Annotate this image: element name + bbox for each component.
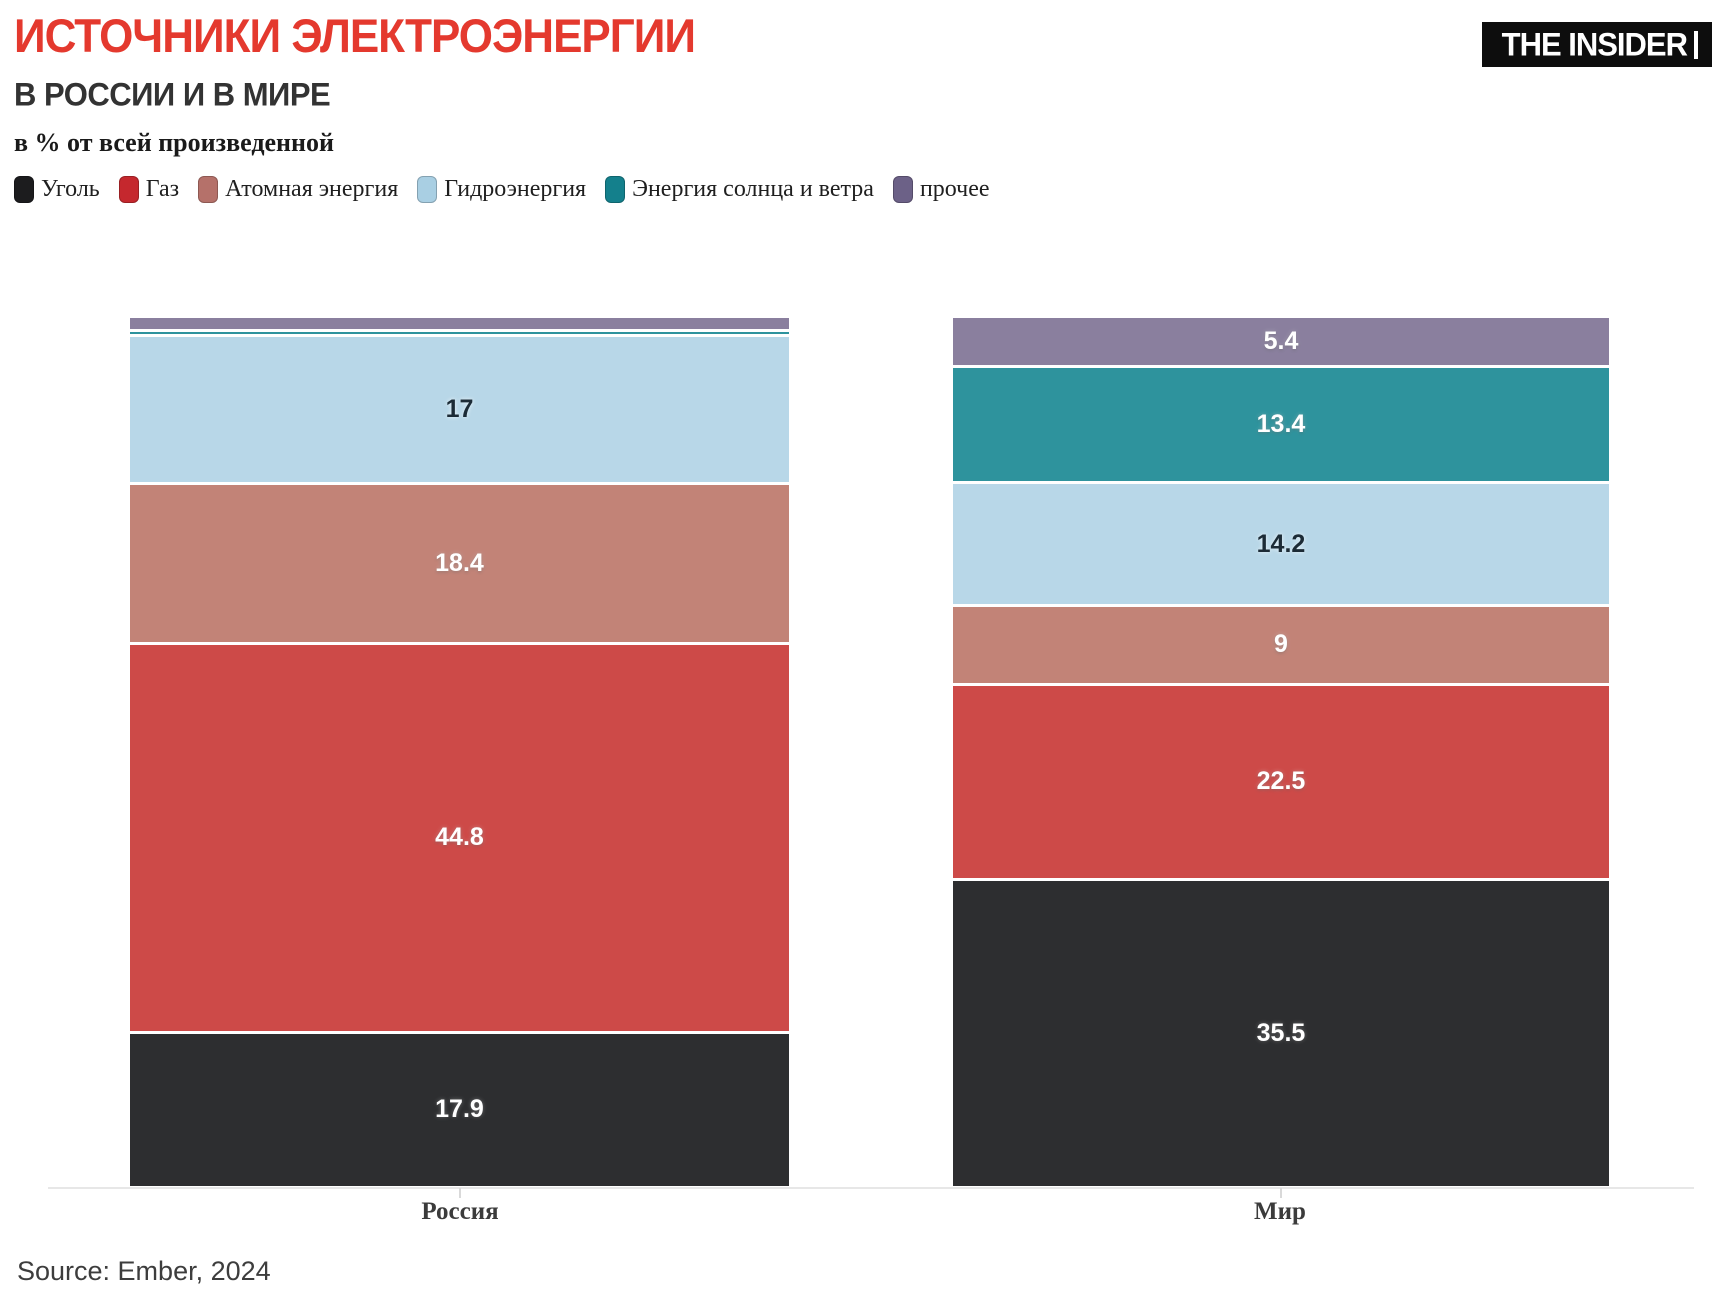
- solar-wind-legend-swatch-icon: [605, 176, 626, 203]
- bar-world: 5.4 13.4 14.2 9 22.5 35.5: [953, 318, 1609, 1186]
- legend-label: Уголь: [41, 176, 100, 202]
- segment-coal-world: 35.5: [953, 877, 1609, 1186]
- legend-item-coal: Уголь: [14, 176, 100, 203]
- value-label: 14.2: [1256, 529, 1306, 558]
- segment-hydro-world: 14.2: [953, 481, 1609, 605]
- bar-russia: 17 18.4 44.8 17.9: [130, 318, 789, 1186]
- page-subtitle: В РОССИИ И В МИРЕ: [14, 76, 331, 113]
- segment-nuclear-world: 9: [953, 604, 1609, 683]
- source-note: Source: Ember, 2024: [17, 1256, 271, 1286]
- category-label-russia: Россия: [421, 1198, 499, 1225]
- value-label: 22.5: [1256, 767, 1306, 796]
- coal-legend-swatch-icon: [14, 176, 34, 203]
- legend-item-solar-wind: Энергия солнца и ветра: [605, 176, 874, 203]
- value-label: 9: [1274, 630, 1288, 659]
- legend-label: Атомная энергия: [225, 176, 399, 202]
- other-legend-swatch-icon: [892, 176, 913, 203]
- legend: Уголь Газ Атомная энергия Гидроэнергия Энерг…: [14, 176, 990, 203]
- units-note: в % от всей произведенной: [14, 128, 334, 157]
- value-label: 13.4: [1256, 410, 1306, 438]
- segment-other-russia: [130, 318, 789, 330]
- legend-item-nuclear: Атомная энергия: [198, 176, 398, 203]
- page-title: ИСТОЧНИКИ ЭЛЕКТРОЭНЕРГИИ: [14, 10, 696, 63]
- x-axis-tick-russia: [459, 1188, 461, 1198]
- legend-item-hydro: Гидроэнергия: [417, 176, 586, 203]
- legend-label: Газ: [145, 176, 180, 202]
- segment-nuclear-russia: 18.4: [130, 482, 789, 642]
- segment-gas-world: 22.5: [953, 682, 1609, 878]
- nuclear-legend-swatch-icon: [198, 176, 219, 203]
- x-axis-line: [48, 1187, 1694, 1189]
- value-label: 17: [445, 395, 474, 424]
- value-label: 17.9: [435, 1095, 484, 1124]
- segment-solar-wind-russia: [130, 329, 789, 335]
- legend-item-other: прочее: [892, 176, 990, 203]
- legend-item-gas: Газ: [118, 176, 180, 203]
- value-label: 18.4: [435, 548, 484, 577]
- gas-legend-swatch-icon: [118, 176, 139, 203]
- x-axis-tick-world: [1280, 1188, 1282, 1198]
- segment-coal-russia: 17.9: [130, 1030, 789, 1186]
- segment-gas-russia: 44.8: [130, 641, 789, 1031]
- value-label: 35.5: [1256, 1018, 1306, 1047]
- hydro-legend-swatch-icon: [417, 176, 438, 203]
- legend-label: Гидроэнергия: [444, 176, 587, 202]
- segment-solar-wind-world: 13.4: [953, 364, 1609, 482]
- the-insider-logo: THE INSIDER: [1481, 22, 1712, 67]
- value-label: 44.8: [435, 823, 484, 852]
- value-label: 5.4: [1263, 326, 1299, 355]
- stacked-bar-chart: 17 18.4 44.8 17.9 5.4 13.4 14.2 9 22.5 35.5: [0, 318, 1732, 1186]
- segment-other-world: 5.4: [953, 318, 1609, 365]
- category-label-world: Мир: [1254, 1198, 1306, 1225]
- logo-cursor-bar: [1694, 30, 1698, 59]
- segment-hydro-russia: 17: [130, 334, 789, 483]
- legend-label: прочее: [919, 176, 990, 202]
- legend-label: Энергия солнца и ветра: [632, 176, 874, 202]
- logo-text: THE INSIDER: [1501, 25, 1688, 63]
